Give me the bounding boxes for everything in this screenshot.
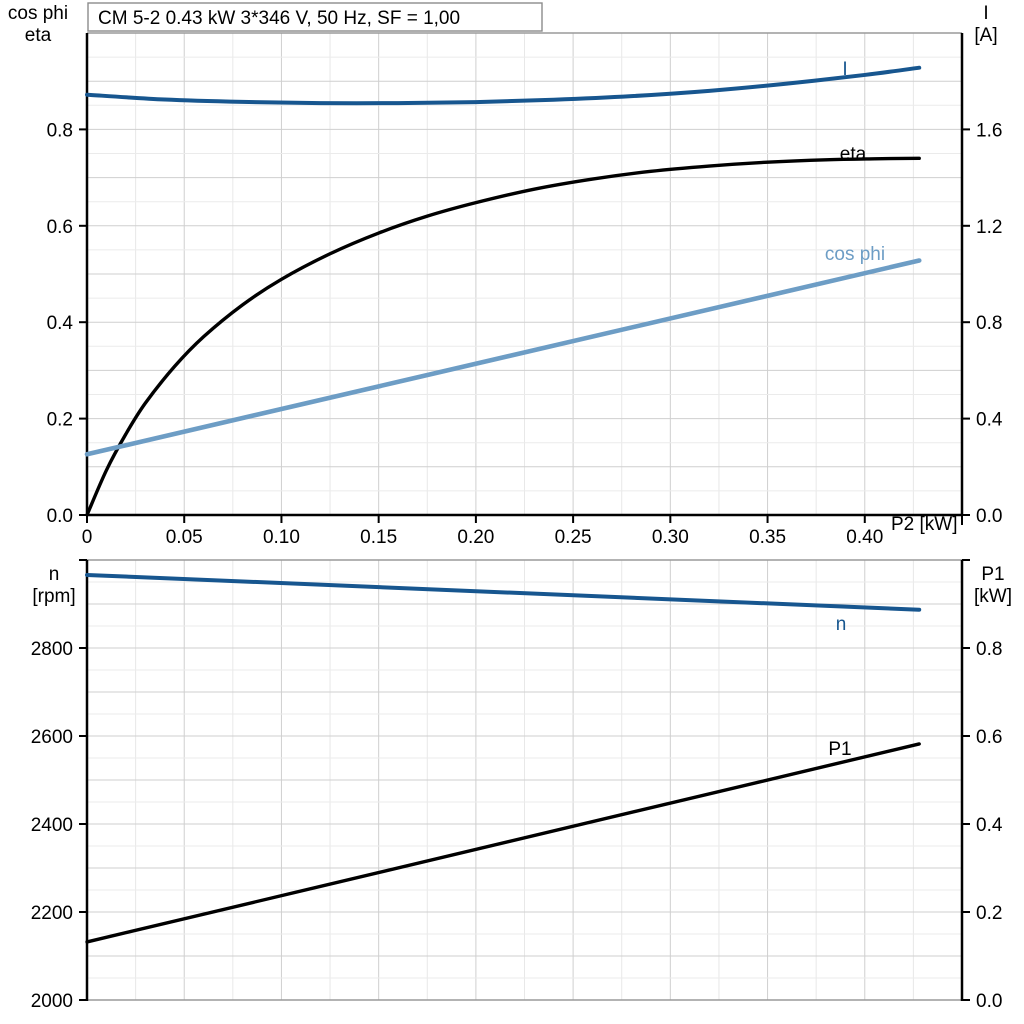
lower-y-tick-label: 2800 bbox=[31, 639, 73, 660]
lower-y2-tick-label: 0.4 bbox=[976, 815, 1003, 836]
upper-x-tick-label: 0.30 bbox=[652, 527, 689, 548]
upper-x-tick-label: 0.10 bbox=[263, 527, 300, 548]
curve-label-P1: P1 bbox=[828, 739, 851, 760]
upper-left-axis-title-line1: cos phi bbox=[8, 3, 68, 24]
lower-tick-labels: 2000 2200 2400 2600 2800 0.0 0.2 0.4 0.6 0.8 bbox=[31, 639, 1003, 1012]
upper-y2-tick-label: 1.2 bbox=[976, 217, 1002, 238]
lower-tickmarks bbox=[79, 559, 970, 1001]
curve-label-cos-phi: cos phi bbox=[825, 244, 885, 265]
upper-right-axis-title-line2: [A] bbox=[974, 25, 997, 46]
lower-left-axis-title-line1: n bbox=[49, 564, 60, 585]
upper-y2-tick-label: 0.0 bbox=[976, 506, 1002, 527]
lower-left-axis-title-line2: [rpm] bbox=[32, 586, 75, 607]
upper-tickmarks bbox=[79, 128, 970, 525]
lower-gridlines bbox=[87, 560, 963, 1000]
upper-y2-tick-label: 0.8 bbox=[976, 313, 1002, 334]
upper-y-tick-label: 0.6 bbox=[47, 217, 73, 238]
curve-efficiency-eta bbox=[85, 156, 921, 517]
upper-x-axis-title: P2 [kW] bbox=[891, 514, 958, 535]
upper-y2-tick-label: 0.4 bbox=[976, 410, 1003, 431]
upper-x-tick-label: 0.05 bbox=[166, 527, 203, 548]
upper-chart: I eta cos phi cos phi eta I [A] P2 [kW] … bbox=[8, 2, 1003, 548]
upper-y2-tick-label: 1.6 bbox=[976, 120, 1002, 141]
curve-label-I: I bbox=[842, 59, 847, 80]
curve-current-I bbox=[85, 65, 922, 106]
upper-tick-labels: 0.0 0.2 0.4 0.6 0.8 0.0 0.4 0.8 1.2 1.6 0 0.05 0.10 0… bbox=[47, 120, 1003, 548]
upper-left-axis-title-line2: eta bbox=[25, 25, 52, 46]
upper-x-tick-label: 0.20 bbox=[457, 527, 494, 548]
upper-x-tick-label: 0 bbox=[82, 527, 93, 548]
curve-power-factor-cos-phi bbox=[84, 258, 922, 457]
upper-y-tick-label: 0.4 bbox=[47, 313, 74, 334]
upper-right-axis-title-line1: I bbox=[983, 3, 988, 24]
curve-label-n: n bbox=[836, 614, 847, 635]
curve-label-eta: eta bbox=[840, 144, 867, 165]
lower-right-axis-title-line2: [kW] bbox=[974, 586, 1012, 607]
upper-y-tick-label: 0.8 bbox=[47, 120, 73, 141]
upper-x-tick-label: 0.35 bbox=[749, 527, 786, 548]
upper-gridlines bbox=[87, 33, 963, 515]
upper-x-tick-label: 0.15 bbox=[360, 527, 397, 548]
lower-y2-tick-label: 0.6 bbox=[976, 727, 1002, 748]
upper-y-tick-label: 0.2 bbox=[47, 410, 73, 431]
upper-x-tick-label: 0.40 bbox=[846, 527, 883, 548]
curve-input-power-P1 bbox=[85, 742, 921, 944]
lower-right-axis-title-line1: P1 bbox=[981, 564, 1004, 585]
lower-y2-tick-label: 0.8 bbox=[976, 639, 1002, 660]
lower-y-tick-label: 2400 bbox=[31, 815, 73, 836]
curve-speed-n bbox=[85, 572, 922, 612]
lower-y-tick-label: 2600 bbox=[31, 727, 73, 748]
upper-x-tick-label: 0.25 bbox=[555, 527, 592, 548]
chart-title: CM 5-2 0.43 kW 3*346 V, 50 Hz, SF = 1,00 bbox=[98, 8, 460, 29]
lower-y2-tick-label: 0.2 bbox=[976, 903, 1002, 924]
lower-chart: n P1 n [rpm] P1 [kW] 2000 2200 2400 2600 280… bbox=[31, 559, 1012, 1012]
title-box bbox=[87, 2, 543, 32]
lower-y-tick-label: 2200 bbox=[31, 903, 73, 924]
upper-y-tick-label: 0.0 bbox=[47, 506, 73, 527]
lower-y-tick-label: 2000 bbox=[31, 991, 73, 1012]
lower-y2-tick-label: 0.0 bbox=[976, 991, 1002, 1012]
